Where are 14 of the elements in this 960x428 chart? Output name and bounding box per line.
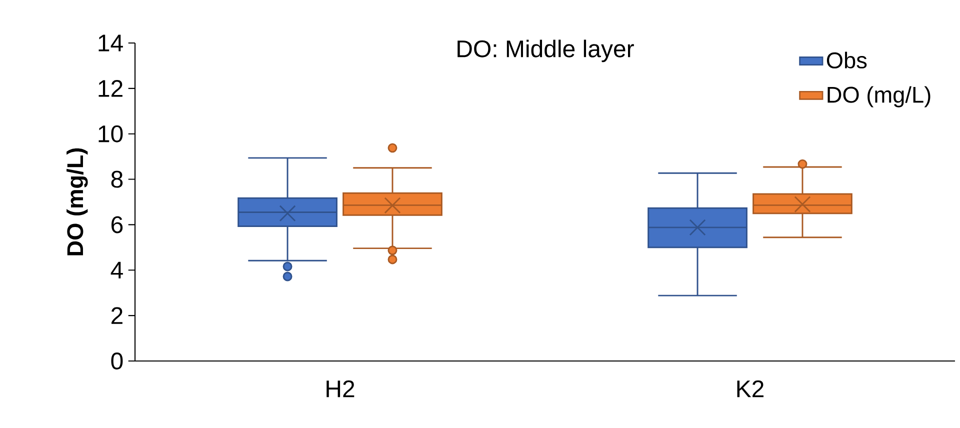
y-axis-title: DO (mg/L) (66, 148, 88, 256)
y-tick-label: 8 (111, 170, 123, 188)
y-tick-label: 0 (111, 352, 123, 370)
y-tick-label: 4 (110, 262, 123, 278)
y-tick-label: 6 (112, 216, 123, 234)
x-tick-label: H2 (326, 380, 354, 398)
y-tick-label: 2 (112, 307, 122, 324)
y-tick-label: 10 (98, 125, 123, 142)
legend-label: DO (mg/L) (828, 86, 930, 108)
y-tick-label: 14 (98, 34, 123, 52)
x-tick-label: K2 (737, 380, 764, 398)
chart-title: DO: Middle layer (458, 40, 634, 62)
legend-label: Obs (826, 52, 867, 68)
y-tick-label: 12 (98, 80, 122, 97)
